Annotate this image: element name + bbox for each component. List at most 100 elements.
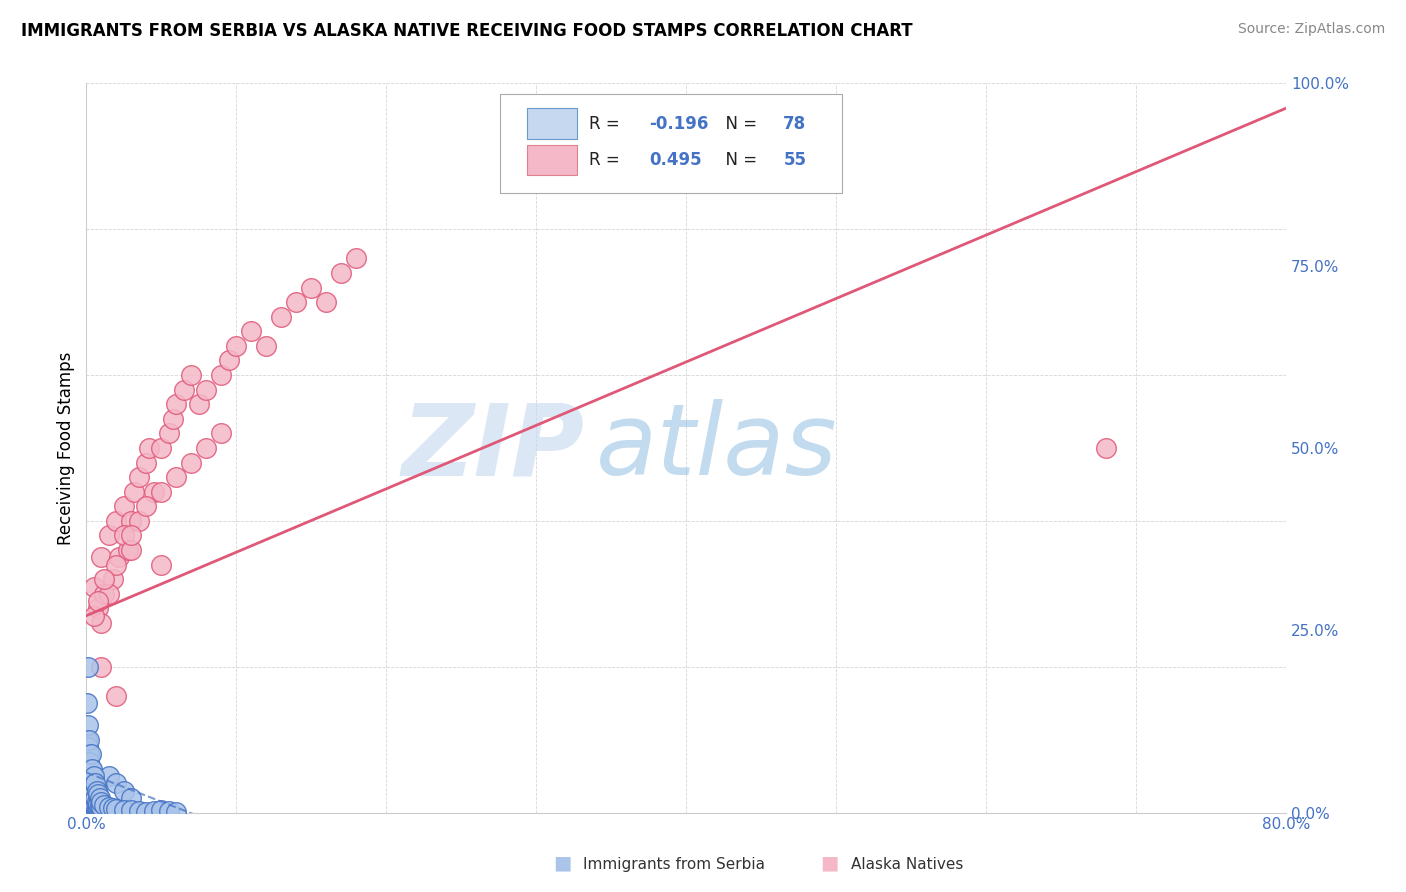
Point [90,659,112,673]
Point [77,769,100,783]
Point [195,383,218,397]
Point [218,353,240,368]
Text: N =: N = [714,114,762,133]
Point [83,787,105,801]
Text: R =: R = [589,151,624,169]
Point [80,762,103,776]
Point [124,484,146,499]
Point [83,608,105,623]
Point [87,801,110,815]
Point [254,339,277,353]
Point [138,441,160,455]
Text: ■: ■ [553,854,572,872]
Point [112,783,135,797]
Point [76,791,98,805]
Point [79,776,101,790]
Point [77,780,100,794]
Point [87,787,110,801]
Point [112,528,135,542]
Point [80,798,103,813]
Point [112,500,135,514]
Point [80,791,103,805]
Point [80,780,103,794]
Point [82,783,104,797]
Point [83,769,105,783]
Point [76,659,98,673]
Point [120,528,142,542]
Text: Source: ZipAtlas.com: Source: ZipAtlas.com [1237,22,1385,37]
Point [135,456,157,470]
Point [80,747,103,762]
Point [105,802,128,816]
Point [90,804,112,818]
Point [150,484,173,499]
Point [90,803,112,817]
Point [76,747,98,762]
Point [79,797,101,811]
Point [86,795,108,809]
Point [87,797,110,811]
Point [87,601,110,615]
Point [93,572,115,586]
Point [120,543,142,558]
Point [105,558,128,572]
Point [76,769,98,783]
Point [142,804,165,818]
Point [128,514,150,528]
Point [330,266,353,280]
Point [103,801,125,815]
Point [150,803,173,817]
Point [76,795,98,809]
Point [165,470,187,484]
Point [77,747,100,762]
Point [90,799,112,814]
Point [299,280,322,294]
Point [76,696,98,710]
Point [89,798,111,813]
Text: Alaska Natives: Alaska Natives [851,857,963,872]
Text: -0.196: -0.196 [650,114,709,133]
Point [90,615,112,630]
Point [344,252,367,266]
Point [97,799,120,814]
Point [173,383,195,397]
Point [77,798,100,813]
Point [86,783,108,797]
Point [76,732,98,747]
Point [89,791,111,805]
Y-axis label: Receiving Food Stamps: Receiving Food Stamps [58,351,75,545]
Text: Immigrants from Serbia: Immigrants from Serbia [583,857,765,872]
Point [97,587,120,601]
Point [87,594,110,608]
Point [79,799,101,814]
Point [93,587,115,601]
Point [97,769,120,783]
Point [86,795,108,809]
Point [135,500,157,514]
Point [128,804,150,818]
Point [84,791,107,805]
FancyBboxPatch shape [501,95,842,193]
Point [142,484,165,499]
Point [84,798,107,813]
Point [120,791,142,805]
Point [83,803,105,817]
FancyBboxPatch shape [527,108,576,139]
Point [105,514,128,528]
Point [90,795,112,809]
Text: ZIP: ZIP [401,400,583,497]
Point [83,801,105,815]
Point [157,804,180,818]
Text: 55: 55 [783,151,806,169]
Point [180,456,202,470]
Point [82,762,104,776]
Point [87,792,110,806]
Point [240,324,263,338]
Point [89,798,111,813]
Point [84,798,107,813]
Point [209,368,232,382]
Point [76,718,98,732]
Point [315,295,337,310]
Point [135,805,157,819]
Point [162,412,184,426]
